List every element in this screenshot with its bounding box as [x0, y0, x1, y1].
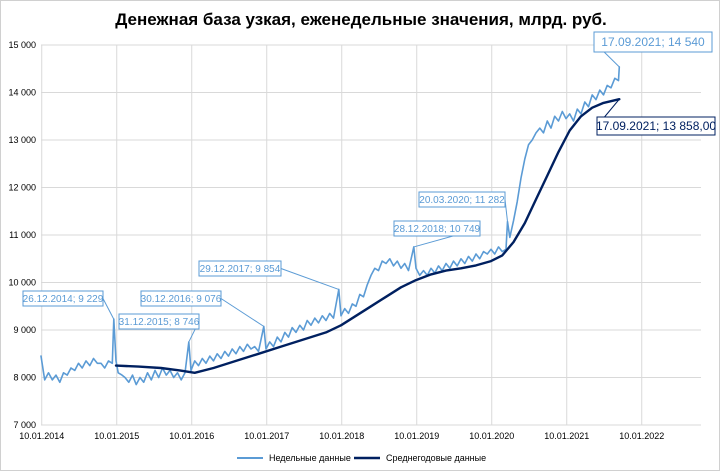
- legend-label-average: Среднегодовые данные: [386, 453, 486, 463]
- x-tick-label: 10.01.2021: [544, 431, 589, 441]
- annotation-leader: [220, 298, 265, 327]
- annotations: 26.12.2014; 9 229 31.12.2015; 8 746 30.12.…: [22, 31, 716, 343]
- x-tick-label: 10.01.2016: [169, 431, 214, 441]
- y-tick-label: 13 000: [8, 135, 36, 145]
- y-axis-ticks: 7 000 8 000 9 000 10 000 11 000 12 000 13 000 1…: [8, 40, 36, 430]
- annotation-box: [418, 191, 506, 208]
- chart-title: Денежная база узкая, еженедельные значен…: [115, 10, 607, 29]
- annotation-box: [596, 116, 716, 136]
- legend-label-weekly: Недельные данные: [269, 453, 351, 463]
- series-line-weekly: [40, 66, 621, 386]
- y-tick-label: 8 000: [13, 373, 36, 383]
- x-tick-label: 10.01.2015: [94, 431, 139, 441]
- annotation-label: 31.12.2015; 8 746: [119, 317, 200, 328]
- x-tick-label: 10.01.2020: [469, 431, 514, 441]
- x-tick-label: 10.01.2018: [319, 431, 364, 441]
- y-tick-label: 14 000: [8, 88, 36, 98]
- series-lines: [40, 66, 621, 386]
- gridlines: [41, 44, 701, 426]
- y-tick-label: 12 000: [8, 183, 36, 193]
- annotation-leader: [102, 298, 115, 320]
- x-axis-ticks: 10.01.2014 10.01.2015 10.01.2016 10.01.2017…: [19, 431, 664, 441]
- legend: Недельные данные Среднегодовые данные: [237, 453, 486, 463]
- y-tick-label: 15 000: [8, 40, 36, 50]
- y-tick-label: 11 000: [9, 230, 36, 240]
- x-tick-label: 10.01.2017: [244, 431, 289, 441]
- annotation-box: [22, 290, 104, 307]
- series-line-average: [114, 98, 621, 374]
- y-tick-label: 7 000: [13, 420, 36, 430]
- x-tick-label: 10.01.2019: [394, 431, 439, 441]
- annotation-box: [393, 220, 481, 237]
- x-tick-label: 10.01.2022: [619, 431, 664, 441]
- x-tick-label: 10.01.2014: [19, 431, 64, 441]
- annotation-label: 17.09.2021; 14 540: [601, 35, 705, 49]
- y-tick-label: 10 000: [8, 278, 36, 288]
- annotation-label: 30.12.2016; 9 076: [141, 294, 222, 305]
- annotation-box: [140, 290, 222, 307]
- annotation-label: 20.03.2020; 11 282: [419, 195, 505, 206]
- annotation-label: 29.12.2017; 9 854: [200, 264, 281, 275]
- annotation-leader: [280, 268, 339, 290]
- annotation-label: 28.12.2018; 10 749: [394, 224, 481, 235]
- y-tick-label: 9 000: [13, 325, 36, 335]
- annotation-box: [118, 313, 200, 330]
- annotation-label: 17.09.2021; 13 858,00: [596, 119, 716, 133]
- annotation-box: [593, 31, 713, 53]
- annotation-box: [198, 260, 282, 277]
- annotation-label: 26.12.2014; 9 229: [23, 294, 104, 305]
